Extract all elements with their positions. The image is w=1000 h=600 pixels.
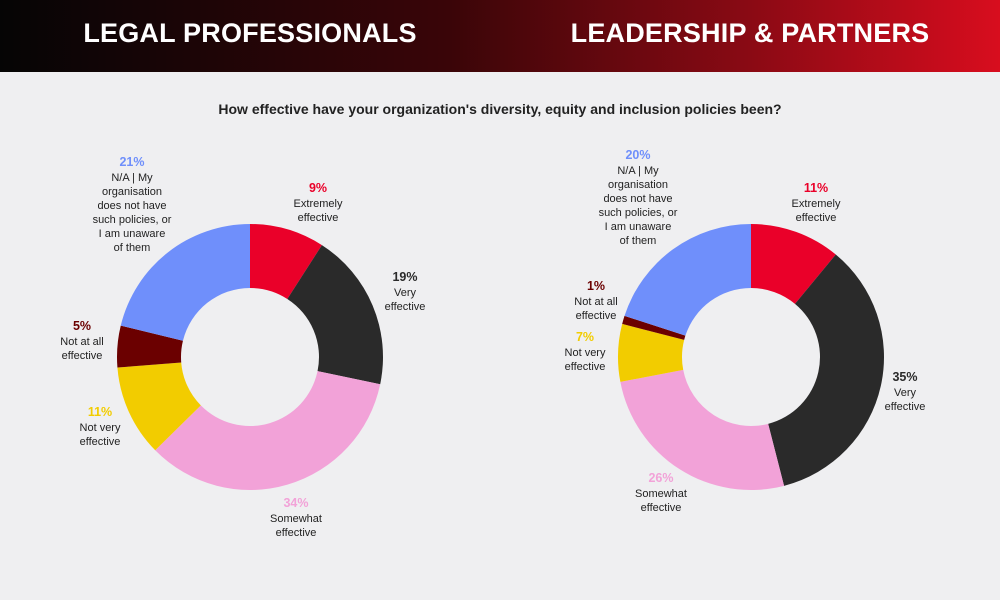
chart2-text-na: N/A | My — [617, 165, 659, 177]
chart1-text-na: does not have — [97, 200, 166, 212]
chart2-text-very: Very — [894, 387, 917, 399]
chart1-text-na: of them — [114, 242, 151, 254]
chart2-label-na: 20% N/A | My organisation does not have such… — [599, 148, 678, 247]
chart1-pct-not_very: 11% — [88, 405, 112, 419]
chart1-text-not_very: effective — [80, 436, 121, 448]
chart2-slice-not_very — [618, 323, 685, 382]
chart2-pct-somewhat: 26% — [648, 471, 673, 485]
chart1-text-na: I am unaware — [99, 228, 166, 240]
chart2-text-na: I am unaware — [605, 221, 672, 233]
chart2-slice-extremely — [751, 224, 836, 304]
chart2-label-extremely: 11% Extremely effective — [792, 181, 841, 224]
chart1-slice-extremely — [250, 224, 322, 299]
chart2-slice-not_at_all — [622, 315, 686, 340]
chart1-text-not_at_all: Not at all — [60, 336, 103, 348]
chart2-slice-somewhat — [620, 369, 785, 491]
chart2-pct-not_very: 7% — [576, 330, 594, 344]
chart2-pct-very: 35% — [892, 370, 917, 384]
survey-question: How effective have your organization's d… — [218, 101, 782, 117]
chart1-text-very: Very — [394, 287, 417, 299]
chart2-slice-very — [768, 254, 885, 486]
chart1-text-somewhat: Somewhat — [270, 513, 322, 525]
chart1-text-na: N/A | My — [111, 172, 153, 184]
chart1-pct-extremely: 9% — [309, 181, 327, 195]
chart1-label-na: 21% N/A | My organisation does not have such… — [93, 155, 172, 254]
chart2-pct-na: 20% — [625, 148, 650, 162]
chart1-text-somewhat: effective — [276, 527, 317, 539]
chart1-text-very: effective — [385, 301, 426, 313]
chart1-text-na: organisation — [102, 186, 162, 198]
chart2-text-not_at_all: effective — [576, 310, 617, 322]
chart2-pct-not_at_all: 1% — [587, 279, 605, 293]
chart1-slice-somewhat — [155, 371, 381, 491]
chart2-text-na: of them — [620, 235, 657, 247]
chart2-text-not_at_all: Not at all — [574, 296, 617, 308]
chart1-text-not_very: Not very — [80, 422, 121, 434]
chart2-text-somewhat: effective — [641, 502, 682, 514]
chart2-text-na: such policies, or — [599, 207, 678, 219]
chart1-text-not_at_all: effective — [62, 350, 103, 362]
header-banner: LEGAL PROFESSIONALS LEADERSHIP & PARTNER… — [0, 0, 1000, 72]
chart2-pct-extremely: 11% — [804, 181, 828, 195]
chart2-text-not_very: Not very — [565, 347, 606, 359]
chart2-label-not_at_all: 1% Not at all effective — [574, 279, 617, 322]
chart1-slice-not_at_all — [116, 325, 183, 368]
chart2-text-not_very: effective — [565, 361, 606, 373]
chart1-slice-not_very — [117, 362, 201, 451]
chart1-label-somewhat: 34% Somewhat effective — [270, 496, 322, 539]
chart1-slice-very — [287, 245, 383, 385]
chart1-label-not_at_all: 5% Not at all effective — [60, 319, 103, 362]
chart1-pct-not_at_all: 5% — [73, 319, 91, 333]
chart1-text-extremely: Extremely — [294, 198, 343, 210]
chart2-text-somewhat: Somewhat — [635, 488, 687, 500]
chart1-text-na: such policies, or — [93, 214, 172, 226]
chart2-slice-na — [624, 224, 751, 336]
right-chart-title: LEADERSHIP & PARTNERS — [570, 18, 930, 48]
chart1-text-extremely: effective — [298, 212, 339, 224]
chart2-text-na: does not have — [603, 193, 672, 205]
chart2-label-not_very: 7% Not very effective — [565, 330, 606, 373]
chart2-text-na: organisation — [608, 179, 668, 191]
chart1-pct-somewhat: 34% — [283, 496, 308, 510]
chart1-pct-na: 21% — [119, 155, 144, 169]
chart2-label-very: 35% Very effective — [885, 370, 926, 413]
chart1-pct-very: 19% — [392, 270, 417, 284]
chart2-text-very: effective — [885, 401, 926, 413]
chart2-text-extremely: effective — [796, 212, 837, 224]
chart1-slice-na — [120, 224, 251, 341]
chart2-label-somewhat: 26% Somewhat effective — [635, 471, 687, 514]
left-chart-title: LEGAL PROFESSIONALS — [83, 18, 417, 48]
chart1-label-extremely: 9% Extremely effective — [294, 181, 343, 224]
chart1-label-not_very: 11% Not very effective — [80, 405, 121, 448]
chart1-label-very: 19% Very effective — [385, 270, 426, 313]
chart2-text-extremely: Extremely — [792, 198, 841, 210]
